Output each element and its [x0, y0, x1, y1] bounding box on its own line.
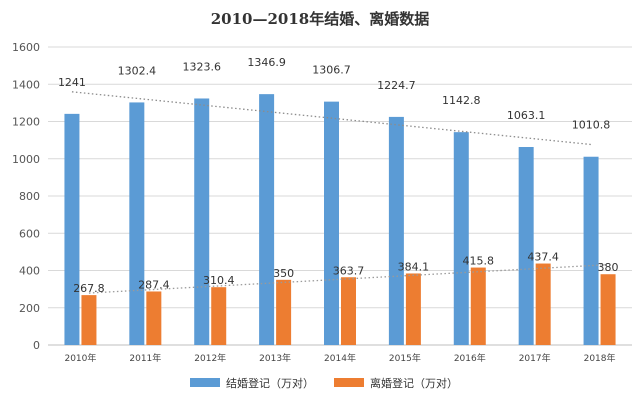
x-tick-label: 2016年: [454, 352, 486, 364]
y-tick-label: 600: [19, 227, 40, 240]
data-label-divorce: 415.8: [463, 255, 495, 268]
x-tick-label: 2014年: [324, 352, 356, 364]
data-label-marriage: 1063.1: [507, 109, 546, 122]
x-tick-label: 2015年: [389, 352, 421, 364]
data-label-marriage: 1224.7: [377, 79, 416, 92]
trendline-divorce: [88, 263, 609, 294]
data-label-divorce: 380: [598, 261, 619, 274]
bar-divorce: [535, 263, 551, 345]
legend-swatch-divorce: [334, 378, 364, 387]
legend-swatch-marriage: [190, 378, 220, 387]
data-label-divorce: 384.1: [398, 260, 430, 273]
legend-label-divorce: 离婚登记（万对）: [370, 376, 458, 390]
x-tick-label: 2013年: [259, 352, 291, 364]
data-label-marriage: 1346.9: [247, 56, 286, 69]
y-tick-label: 0: [33, 339, 40, 352]
x-tick-label: 2011年: [129, 352, 161, 364]
data-label-divorce: 267.8: [73, 282, 105, 295]
y-tick-label: 200: [19, 302, 40, 315]
bar-divorce: [146, 291, 162, 345]
y-tick-label: 1400: [12, 78, 40, 91]
data-label-marriage: 1302.4: [118, 64, 157, 77]
bar-marriage: [324, 101, 339, 345]
y-tick-label: 1200: [12, 116, 40, 129]
data-label-marriage: 1010.8: [572, 119, 611, 132]
bar-marriage: [194, 98, 210, 346]
x-tick-label: 2018年: [584, 352, 616, 364]
data-label-marriage: 1306.7: [312, 64, 351, 77]
bar-divorce: [211, 287, 227, 345]
bar-divorce: [600, 274, 616, 345]
data-label-divorce: 437.4: [527, 251, 559, 264]
y-tick-label: 400: [19, 265, 40, 278]
bar-marriage: [388, 116, 404, 345]
x-tick-label: 2010年: [64, 352, 96, 364]
bar-divorce: [276, 279, 292, 345]
bar-divorce: [405, 273, 421, 345]
y-tick-label: 1000: [12, 153, 40, 166]
bar-marriage: [259, 94, 275, 345]
bar-marriage: [453, 132, 469, 345]
y-tick-label: 1600: [12, 41, 40, 54]
bar-marriage: [583, 156, 599, 345]
bar-divorce: [81, 295, 97, 345]
bar-marriage: [518, 146, 534, 345]
data-label-divorce: 310.4: [203, 274, 235, 287]
legend-label-marriage: 结婚登记（万对）: [226, 376, 314, 390]
data-label-divorce: 363.7: [333, 264, 365, 277]
data-label-marriage: 1142.8: [442, 94, 481, 107]
y-tick-label: 800: [19, 190, 40, 203]
data-label-divorce: 287.4: [138, 278, 170, 291]
x-tick-label: 2012年: [194, 352, 226, 364]
data-label-marriage: 1241: [58, 76, 86, 89]
bar-divorce: [470, 267, 486, 345]
x-tick-label: 2017年: [519, 352, 551, 364]
data-label-marriage: 1323.6: [182, 60, 221, 73]
bar-marriage: [64, 113, 80, 346]
chart-title: 2010—2018年结婚、离婚数据: [210, 10, 430, 28]
data-label-divorce: 350: [273, 267, 294, 280]
bar-divorce: [341, 277, 356, 345]
bar-marriage: [129, 102, 145, 345]
trendline-marriage: [71, 91, 592, 146]
